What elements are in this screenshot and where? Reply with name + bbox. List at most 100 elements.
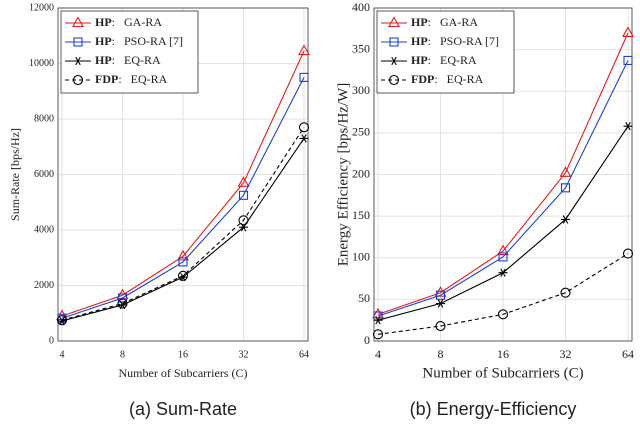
x-tick-label: 16	[178, 349, 188, 360]
legend-rest: : PSO-RA [7]	[112, 34, 183, 48]
marker	[299, 72, 309, 82]
y-tick-label: 12000	[29, 2, 54, 13]
legend-bold: HP	[411, 53, 428, 67]
marker	[623, 55, 633, 65]
caption: (a) Sum-Rate	[129, 399, 237, 419]
marker	[372, 329, 384, 340]
y-tick-label: 400	[352, 0, 370, 14]
marker	[622, 248, 634, 259]
marker	[56, 309, 68, 321]
marker	[73, 37, 83, 47]
y-tick-label: 2000	[34, 280, 54, 291]
y-tick-label: 4000	[34, 224, 54, 235]
marker	[178, 257, 188, 267]
legend-bold: FDP	[411, 72, 434, 86]
marker	[559, 166, 572, 177]
x-axis-title: Number of Subcarriers (C)	[119, 366, 248, 380]
legend-bold: HP	[95, 53, 112, 67]
y-tick-label: 200	[352, 166, 370, 180]
marker	[57, 316, 67, 326]
legend-bold: HP	[411, 34, 428, 48]
marker	[497, 309, 509, 320]
y-tick-label: 150	[352, 208, 370, 222]
marker	[238, 190, 249, 200]
y-tick-label: 10000	[29, 58, 54, 69]
marker	[299, 134, 309, 143]
y-tick-label: 0	[364, 333, 370, 347]
legend-label: HP: GA-RA	[411, 15, 478, 29]
marker	[389, 37, 399, 47]
y-tick-label: 50	[358, 291, 370, 305]
x-tick-label: 64	[622, 347, 634, 361]
series-line	[377, 60, 629, 317]
y-tick-label: 6000	[34, 169, 54, 180]
marker	[435, 290, 446, 300]
x-tick-label: 8	[120, 349, 125, 360]
legend-label: HP: EQ-RA	[411, 53, 477, 67]
marker	[622, 26, 634, 38]
legend-rest: : PSO-RA [7]	[428, 34, 499, 48]
y-axis-title: Energy Efficiency [bps/Hz/W]	[335, 83, 351, 267]
marker	[237, 176, 250, 187]
marker	[561, 215, 570, 224]
y-tick-label: 100	[352, 250, 370, 264]
x-tick-label: 16	[497, 347, 509, 361]
series-line	[377, 32, 629, 315]
marker	[177, 249, 189, 261]
legend-bold: HP	[411, 15, 428, 29]
marker	[389, 56, 399, 66]
legend-label: HP: PSO-RA [7]	[411, 34, 499, 48]
marker	[73, 56, 83, 66]
y-tick-label: 8000	[34, 113, 54, 124]
marker	[117, 293, 128, 303]
marker	[623, 122, 633, 131]
plot-frame	[57, 7, 309, 342]
y-tick-label: 300	[352, 83, 370, 97]
x-tick-label: 4	[375, 347, 381, 361]
legend-label: HP: GA-RA	[95, 15, 162, 29]
marker	[298, 44, 310, 56]
legend-rest: : EQ-RA	[428, 53, 477, 67]
x-tick-label: 8	[438, 347, 444, 361]
series-line	[377, 253, 629, 335]
marker	[497, 244, 509, 256]
x-axis-title: Number of Subcarriers (C)	[422, 365, 583, 381]
x-tick-label: 32	[239, 349, 249, 360]
marker	[498, 268, 508, 277]
marker	[72, 16, 84, 28]
legend-box	[376, 10, 515, 94]
x-tick-label: 4	[60, 349, 65, 360]
marker	[373, 316, 383, 325]
legend-rest: : GA-RA	[428, 15, 479, 29]
marker	[117, 298, 128, 309]
legend-bold: FDP	[95, 72, 118, 86]
y-tick-label: 350	[352, 41, 370, 55]
marker	[498, 252, 508, 262]
marker	[56, 315, 68, 326]
series-line	[61, 127, 305, 321]
x-tick-label: 32	[560, 347, 572, 361]
legend-label: HP: EQ-RA	[95, 53, 161, 67]
legend-box	[60, 10, 199, 94]
marker	[388, 16, 400, 28]
legend-label: FDP: EQ-RA	[411, 72, 484, 86]
x-tick-label: 64	[299, 349, 309, 360]
caption: (b) Energy-Efficiency	[410, 399, 577, 419]
marker	[238, 215, 249, 226]
marker	[436, 299, 445, 308]
marker	[72, 74, 84, 86]
legend-rest: : EQ-RA	[118, 72, 167, 86]
marker	[372, 307, 384, 319]
legend-bold: HP	[95, 15, 112, 29]
legend-rest: : EQ-RA	[112, 53, 161, 67]
plot-frame	[373, 7, 633, 342]
y-tick-label: 250	[352, 125, 370, 139]
y-axis-title: Sum-Rate [bps/Hz]	[8, 128, 22, 221]
legend-bold: HP	[95, 34, 112, 48]
legend-label: HP: PSO-RA [7]	[95, 34, 183, 48]
series-line	[61, 77, 305, 319]
legend-rest: : GA-RA	[112, 15, 163, 29]
series-line	[61, 50, 305, 317]
